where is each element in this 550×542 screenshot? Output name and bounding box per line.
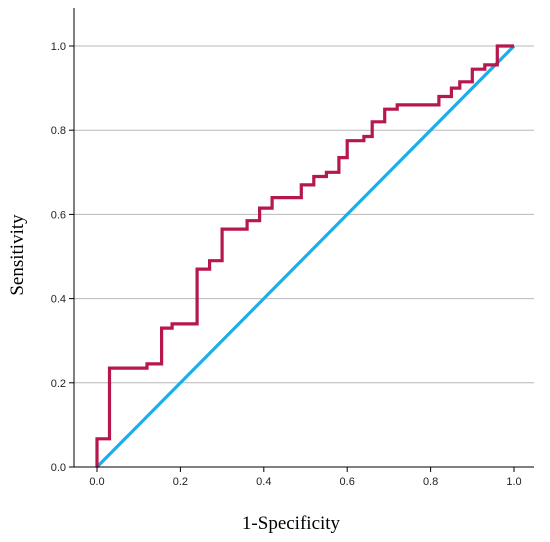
- series-layer: [95, 44, 516, 469]
- y-tick-label: 0.0: [51, 462, 66, 474]
- y-tick-label: 0.4: [51, 294, 66, 306]
- ticks: 0.0 0.2 0.4 0.6 0.8 1.0 0.0 0.2 0.4 0.6 0.8 1.0: [51, 41, 522, 488]
- y-tick-label: 0.6: [51, 209, 66, 221]
- x-axis-title: 1-Specificity: [242, 513, 341, 534]
- x-tick-label: 1.0: [506, 476, 521, 488]
- x-tick-label: 0.2: [173, 476, 188, 488]
- x-tick-label: 0.4: [256, 476, 271, 488]
- roc-curve-line: [95, 44, 514, 467]
- gridlines: [74, 45, 534, 384]
- y-tick-label: 0.8: [51, 125, 66, 137]
- y-axis-title: Sensitivity: [7, 214, 28, 296]
- x-tick-label: 0.6: [340, 476, 355, 488]
- reference-diagonal-line: [95, 44, 516, 469]
- x-tick-label: 0.0: [89, 476, 104, 488]
- y-tick-label: 0.2: [51, 378, 66, 390]
- axes: [73, 8, 534, 468]
- x-tick-label: 0.8: [423, 476, 438, 488]
- y-tick-label: 1.0: [51, 41, 66, 53]
